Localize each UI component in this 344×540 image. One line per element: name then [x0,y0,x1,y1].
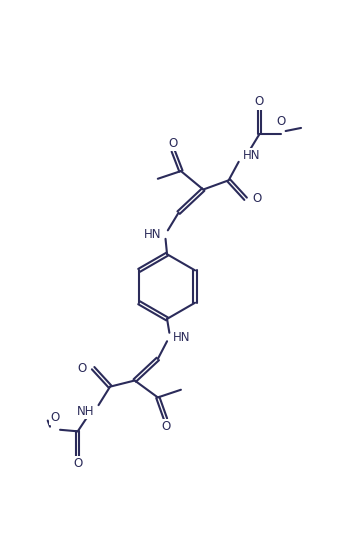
Text: O: O [161,420,170,433]
Text: O: O [255,95,264,108]
Text: HN: HN [144,228,162,241]
Text: O: O [252,192,262,205]
Text: NH: NH [77,405,95,418]
Text: HN: HN [173,331,191,344]
Text: O: O [77,362,86,375]
Text: O: O [73,457,82,470]
Text: HN: HN [243,149,260,162]
Text: O: O [276,115,286,128]
Text: O: O [50,410,59,423]
Text: O: O [169,137,178,150]
